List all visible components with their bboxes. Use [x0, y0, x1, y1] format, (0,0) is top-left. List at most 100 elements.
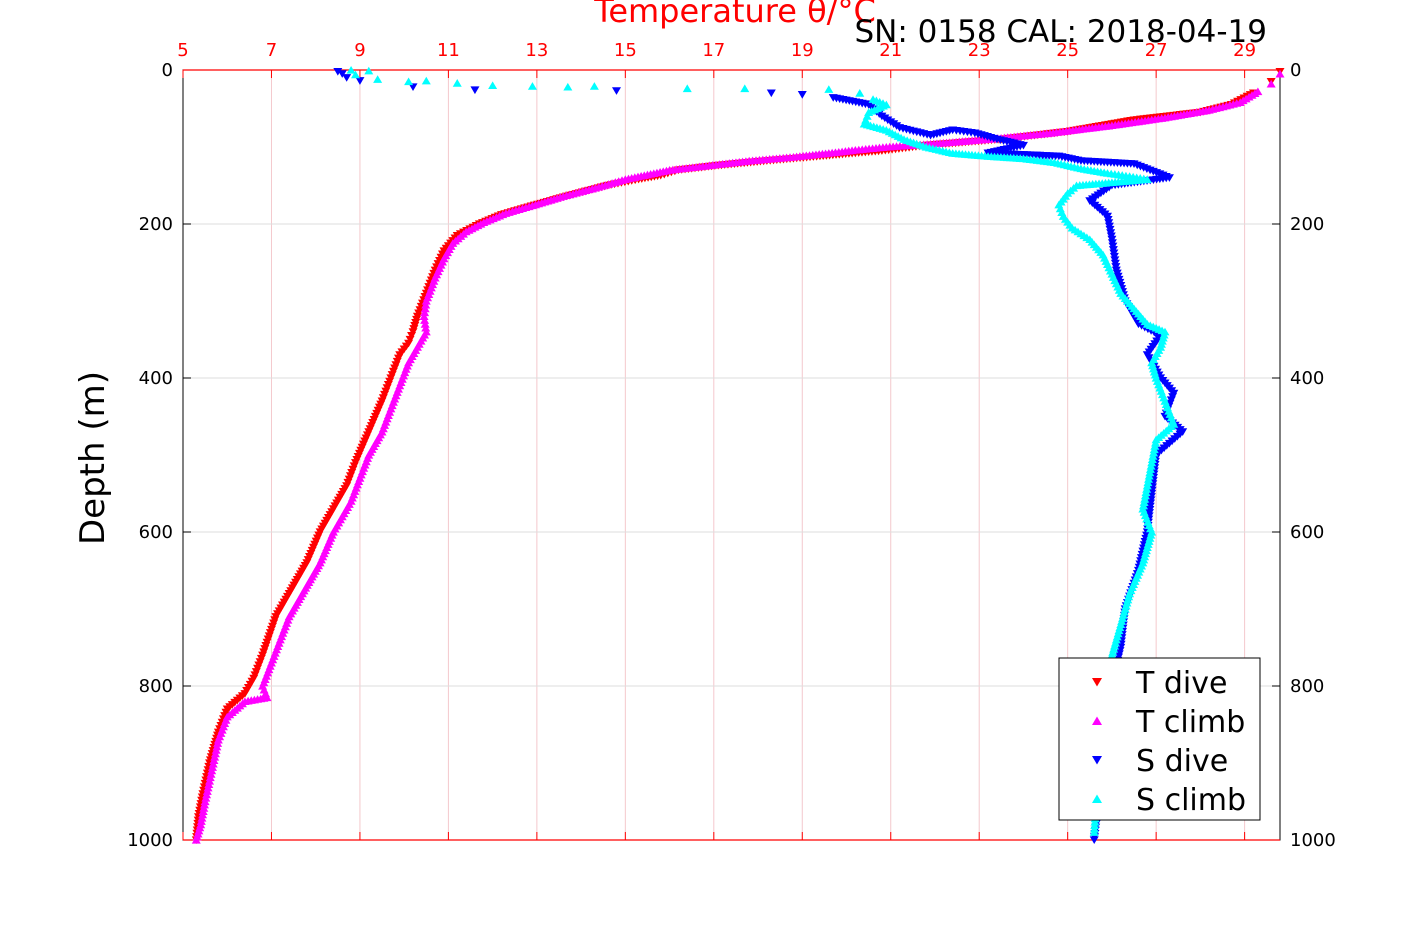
data-point: [200, 797, 210, 806]
data-point: [1145, 465, 1155, 473]
y-axis-label: Depth (m): [73, 371, 113, 545]
data-point: [199, 800, 209, 809]
y-tick-label-left: 200: [139, 214, 173, 235]
data-point: [1150, 442, 1160, 450]
data-point: [346, 65, 356, 74]
x-tick-label: 25: [1056, 40, 1079, 61]
x-tick-label: 11: [437, 40, 460, 61]
data-point: [766, 89, 776, 98]
x-tick-label: 13: [525, 40, 548, 61]
data-point: [211, 746, 221, 754]
legend-marker: [1092, 716, 1102, 725]
data-point: [209, 756, 219, 765]
data-point: [202, 790, 212, 799]
data-point: [421, 300, 431, 309]
x-tick-label: 17: [702, 40, 725, 61]
legend-label: S climb: [1136, 783, 1246, 818]
data-point: [205, 773, 215, 782]
data-point: [421, 323, 431, 332]
y-tick-label-left: 1000: [127, 830, 173, 851]
chart-title: Temperature θ/°C: [593, 0, 876, 30]
data-point: [420, 316, 430, 324]
data-point: [333, 67, 343, 76]
data-point: [420, 304, 430, 313]
data-point: [1107, 651, 1117, 659]
legend-label: S dive: [1136, 744, 1228, 779]
data-point: [1151, 438, 1161, 447]
y-tick-label-right: 1000: [1290, 830, 1336, 851]
data-point: [1141, 488, 1151, 496]
y-tick-label-right: 0: [1290, 60, 1301, 81]
data-point: [1089, 824, 1099, 833]
data-point: [1144, 471, 1154, 480]
data-point: [1144, 475, 1154, 483]
data-point: [342, 74, 352, 82]
data-point: [420, 320, 430, 328]
data-point: [797, 91, 807, 99]
data-point: [1148, 452, 1158, 460]
data-point: [1149, 448, 1159, 457]
x-tick-label: 29: [1233, 40, 1256, 61]
legend-label: T dive: [1135, 666, 1227, 701]
y-tick-label-right: 400: [1290, 368, 1324, 389]
data-point: [198, 810, 208, 819]
data-point: [488, 81, 498, 89]
data-point: [1142, 485, 1152, 493]
data-point: [408, 83, 418, 91]
legend-marker: [1092, 794, 1102, 803]
data-point: [1139, 498, 1149, 506]
data-point: [1147, 458, 1157, 467]
legend: T dive T climb S dive S climb: [1058, 657, 1261, 821]
data-point: [210, 749, 220, 758]
legend-label: T climb: [1135, 705, 1245, 740]
data-point: [1151, 435, 1161, 444]
y-tick-label-left: 800: [139, 676, 173, 697]
x-tick-label: 15: [614, 40, 637, 61]
data-point: [421, 76, 431, 85]
data-point: [682, 84, 692, 93]
data-point: [611, 87, 621, 95]
x-tick-label: 27: [1145, 40, 1168, 61]
chart-subtitle: SN: 0158 CAL: 2018-04-19: [855, 14, 1268, 50]
data-point: [205, 776, 215, 785]
data-point: [208, 759, 218, 768]
y-tick-label-left: 0: [162, 60, 173, 81]
data-point: [202, 787, 212, 795]
x-tick-label: 21: [879, 40, 902, 61]
data-point: [1266, 79, 1276, 88]
data-point: [213, 735, 223, 744]
data-point: [213, 739, 223, 747]
y-tick-label-left: 600: [139, 522, 173, 543]
x-tick-label: 5: [177, 40, 188, 61]
legend-box: [1058, 657, 1261, 821]
data-point: [191, 835, 201, 844]
legend-marker: [1092, 756, 1102, 765]
data-point: [1146, 461, 1156, 470]
data-point: [1089, 828, 1099, 836]
data-point: [563, 82, 573, 91]
data-point: [197, 813, 207, 822]
data-point: [408, 328, 418, 336]
data-point: [207, 766, 217, 775]
data-point: [196, 817, 206, 825]
legend-marker: [1092, 678, 1102, 687]
y-tick-label-right: 800: [1290, 676, 1324, 697]
data-point: [589, 82, 599, 90]
axis-ticks: 5 7 9 11 13 15 17 19 21 23 25 27 29 0 0 200 200 400 400 600…: [127, 40, 1336, 851]
data-point: [1147, 455, 1157, 463]
data-point: [404, 77, 414, 86]
data-point: [1140, 491, 1150, 500]
data-point: [373, 75, 383, 83]
series-s-climb: [346, 65, 1179, 836]
data-point: [351, 70, 361, 79]
data-point: [1142, 481, 1152, 490]
data-point: [201, 794, 211, 802]
data-point: [206, 770, 216, 778]
data-point: [355, 77, 365, 85]
data-point: [207, 763, 217, 771]
data-point: [419, 312, 429, 320]
data-point: [203, 783, 213, 792]
data-point: [855, 89, 865, 97]
y-tick-label-left: 400: [139, 368, 173, 389]
